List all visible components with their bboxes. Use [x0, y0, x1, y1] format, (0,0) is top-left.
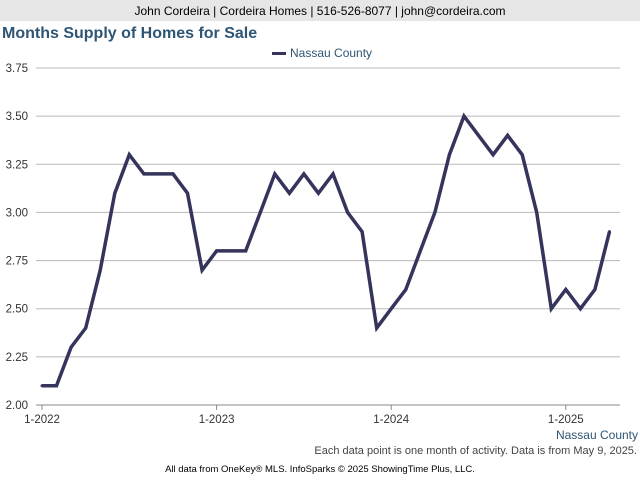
x-tick-label: 1-2022: [24, 414, 60, 426]
data-point[interactable]: [273, 172, 277, 176]
contact-header: John Cordeira | Cordeira Homes | 516-526…: [0, 0, 640, 21]
y-tick-label: 3.00: [6, 207, 28, 219]
data-point[interactable]: [477, 133, 480, 137]
chart-legend[interactable]: Nassau County: [272, 46, 372, 60]
data-point[interactable]: [375, 326, 379, 330]
data-point[interactable]: [506, 133, 510, 137]
data-point[interactable]: [142, 172, 146, 176]
y-tick-label: 2.75: [6, 256, 28, 268]
data-point[interactable]: [215, 249, 219, 253]
data-point[interactable]: [331, 172, 335, 176]
data-point[interactable]: [229, 249, 233, 253]
data-point[interactable]: [258, 210, 262, 214]
data-point[interactable]: [389, 307, 393, 311]
data-point[interactable]: [55, 384, 59, 388]
y-tick-label: 2.25: [6, 352, 28, 364]
y-tick-label: 2.50: [6, 304, 28, 316]
y-tick-label: 3.50: [6, 111, 28, 123]
data-point[interactable]: [564, 287, 568, 291]
y-tick-label: 3.25: [6, 159, 28, 171]
region-label: Nassau County: [555, 428, 638, 442]
data-point[interactable]: [404, 287, 408, 291]
data-point[interactable]: [113, 191, 117, 195]
data-point[interactable]: [287, 191, 291, 195]
data-point[interactable]: [462, 114, 466, 118]
data-point[interactable]: [607, 230, 611, 234]
x-tick-label: 1-2025: [548, 414, 584, 426]
data-point[interactable]: [447, 153, 451, 157]
data-point[interactable]: [535, 210, 539, 214]
source-credit: All data from OneKey® MLS. InfoSparks © …: [165, 464, 475, 475]
chart-title: Months Supply of Homes for Sale: [2, 25, 258, 42]
x-tick-label: 1-2024: [373, 414, 409, 426]
data-point[interactable]: [418, 249, 422, 253]
data-point[interactable]: [520, 153, 524, 157]
footnote: Each data point is one month of activity…: [314, 445, 637, 457]
legend-swatch: [272, 51, 286, 55]
data-point[interactable]: [578, 307, 582, 311]
data-point[interactable]: [491, 153, 495, 157]
data-point[interactable]: [346, 210, 350, 214]
data-point[interactable]: [98, 268, 102, 272]
data-point[interactable]: [360, 230, 364, 234]
data-point[interactable]: [549, 307, 553, 311]
series-line[interactable]: [42, 112, 612, 388]
data-point[interactable]: [40, 384, 44, 388]
y-tick-label: 2.00: [6, 400, 28, 412]
legend-label: Nassau County: [290, 46, 373, 60]
data-point[interactable]: [186, 191, 189, 195]
data-point[interactable]: [127, 153, 131, 157]
data-point[interactable]: [316, 191, 320, 195]
data-point[interactable]: [433, 210, 437, 214]
data-point[interactable]: [200, 268, 204, 272]
contact-text: John Cordeira | Cordeira Homes | 516-526…: [134, 3, 506, 18]
data-point[interactable]: [171, 172, 175, 176]
data-point[interactable]: [244, 249, 248, 253]
data-point[interactable]: [593, 287, 597, 291]
data-point[interactable]: [302, 172, 306, 176]
y-tick-label: 3.75: [6, 63, 28, 75]
x-tick-label: 1-2023: [199, 414, 235, 426]
data-point[interactable]: [84, 326, 88, 330]
data-point[interactable]: [156, 172, 160, 176]
data-point[interactable]: [69, 345, 73, 349]
